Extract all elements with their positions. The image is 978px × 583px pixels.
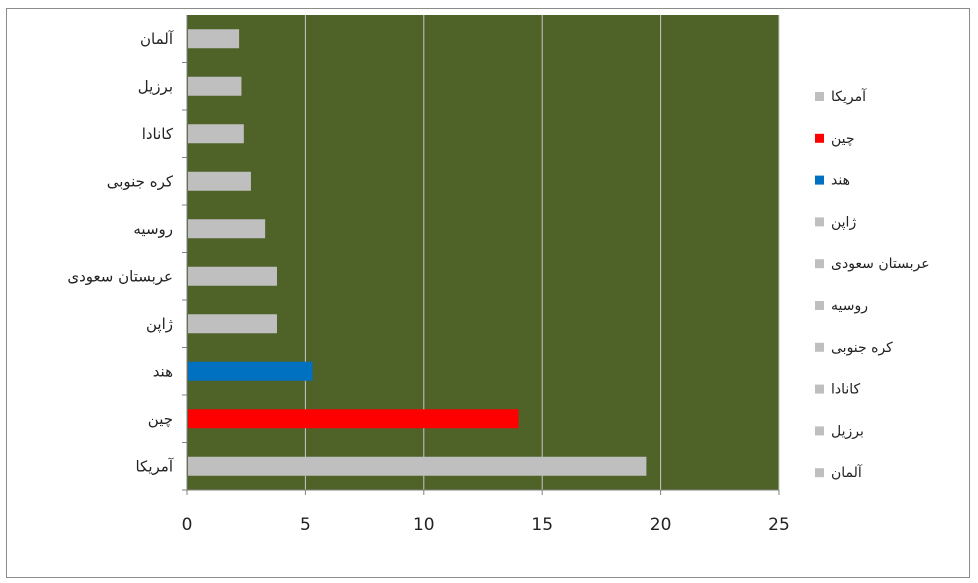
bar <box>188 409 519 429</box>
x-tick-label: 10 <box>413 515 435 535</box>
axes <box>182 15 779 491</box>
category-label: هند <box>153 362 173 380</box>
legend-label: روسیه <box>831 298 868 314</box>
legend-swatch <box>815 175 824 185</box>
legend-label: ژاپن <box>831 214 856 230</box>
x-tick-label: 25 <box>768 515 790 535</box>
legend-label: آلمان <box>831 464 863 481</box>
grid-lines <box>186 15 780 495</box>
x-tick-label: 0 <box>182 515 193 535</box>
bar <box>188 124 244 144</box>
x-tick-label: 20 <box>650 515 672 535</box>
bar <box>188 219 266 239</box>
legend-swatch <box>815 92 824 101</box>
legend-label: کانادا <box>831 382 861 398</box>
legend-swatch <box>815 259 824 269</box>
bar <box>188 29 240 49</box>
legend-label: عربستان سعودی <box>831 256 930 272</box>
bar <box>188 456 647 476</box>
legend-label: برزیل <box>831 423 864 439</box>
category-label: ژاپن <box>146 315 173 334</box>
legend-swatch <box>815 133 824 143</box>
x-tick-label: 5 <box>300 515 311 535</box>
legend-swatch <box>815 301 824 310</box>
bar <box>188 361 313 381</box>
legend-swatch <box>815 217 824 227</box>
chart-frame: 0 5 10 15 20 25 آمریکا چین هند ژاپن عربستان سعودی… <box>6 8 970 578</box>
category-label: چین <box>148 410 173 428</box>
category-label: آمریکا <box>135 457 173 475</box>
category-labels: آمریکا چین هند ژاپن عربستان سعودی روسیه کره جن… <box>67 30 173 476</box>
legend-label: کره جنوبی <box>831 340 893 356</box>
category-label: آلمان <box>140 30 174 48</box>
bar <box>188 76 242 96</box>
bar <box>188 266 277 286</box>
category-label: کره جنوبی <box>107 172 174 190</box>
bar <box>188 171 251 191</box>
legend-swatch <box>815 426 824 436</box>
bar-chart: 0 5 10 15 20 25 آمریکا چین هند ژاپن عربستان سعودی… <box>67 15 930 535</box>
category-label: برزیل <box>138 77 173 95</box>
category-label: روسیه <box>133 220 173 238</box>
legend-label: هند <box>831 173 850 189</box>
bar <box>188 314 277 334</box>
bars <box>188 29 647 476</box>
legend-swatch <box>815 384 824 394</box>
legend-swatch <box>815 342 824 352</box>
x-tick-labels: 0 5 10 15 20 25 <box>182 515 790 535</box>
x-tick-label: 15 <box>531 515 553 535</box>
legend: آمریکا چین هند ژاپن عربستان سعودی روسیه کره جن… <box>815 88 930 481</box>
category-label: کانادا <box>142 125 174 143</box>
legend-label: آمریکا <box>831 88 867 105</box>
legend-swatch <box>815 468 824 478</box>
legend-label: چین <box>831 131 855 147</box>
category-label: عربستان سعودی <box>67 267 173 285</box>
